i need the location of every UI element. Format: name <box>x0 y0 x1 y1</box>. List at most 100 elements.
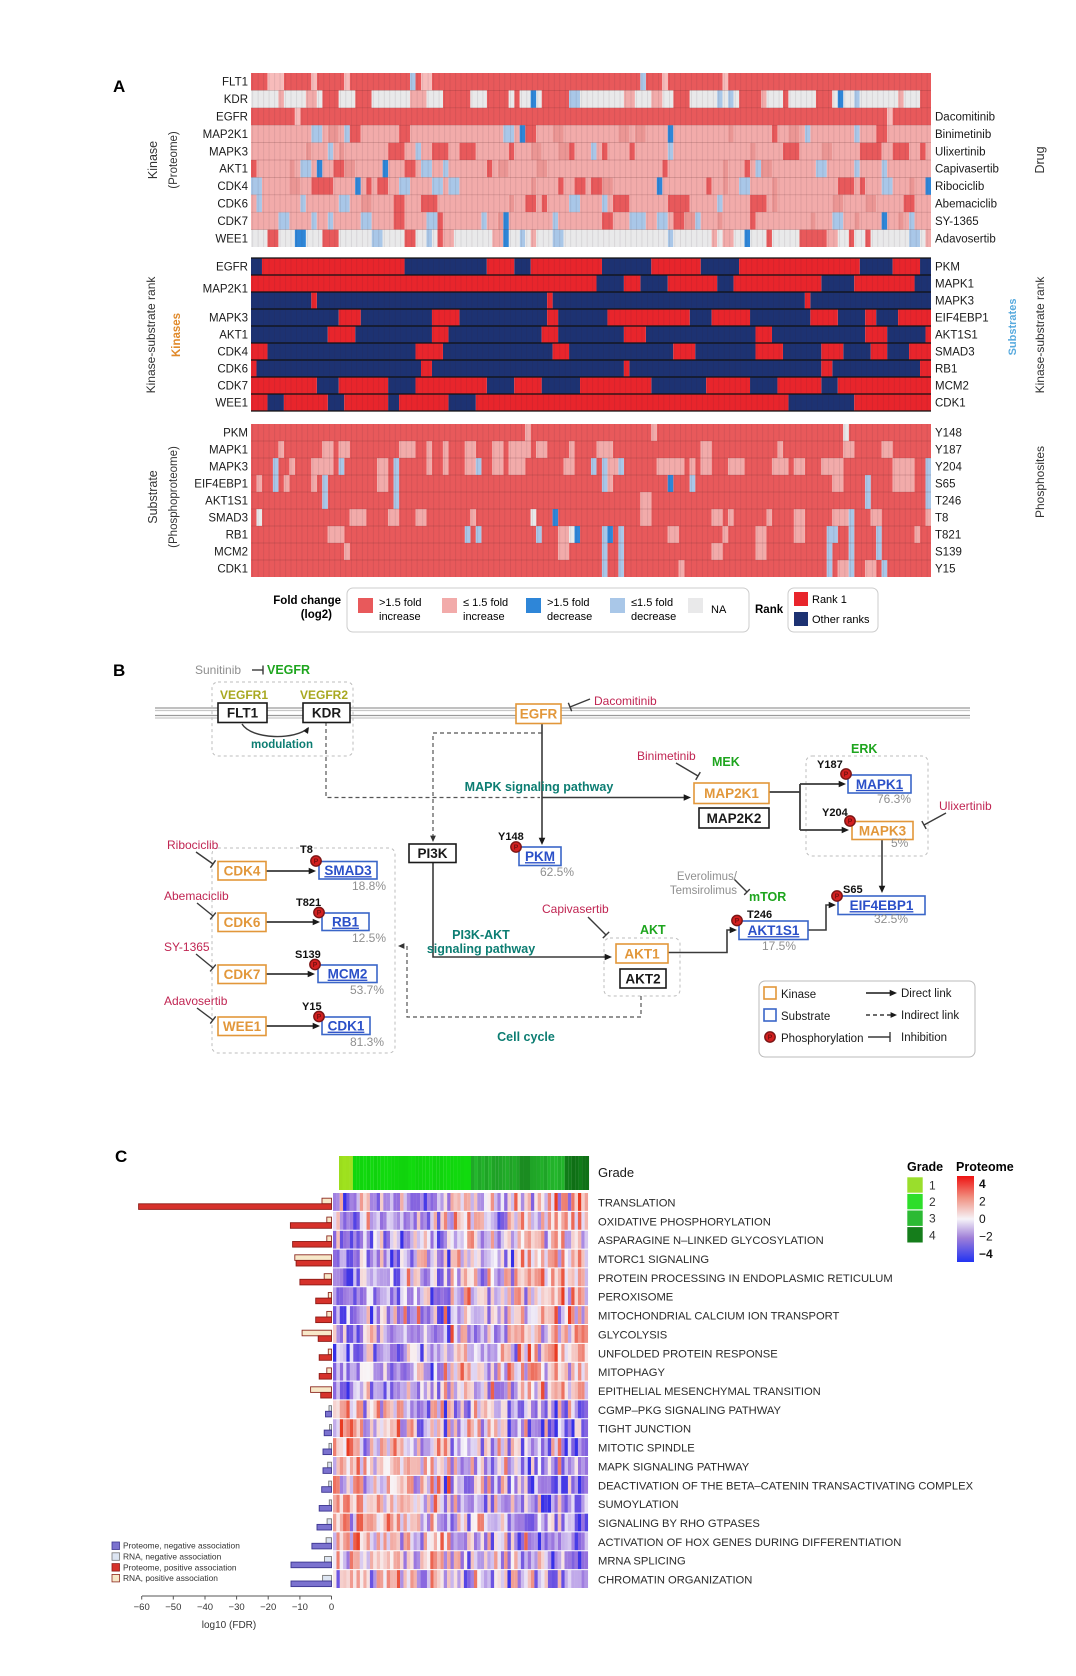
svg-text:ASPARAGINE N–LINKED GLYCOSYLAT: ASPARAGINE N–LINKED GLYCOSYLATION <box>598 1235 824 1247</box>
svg-text:(Proteome): (Proteome) <box>168 131 180 189</box>
svg-text:AKT1S1: AKT1S1 <box>935 330 978 342</box>
svg-text:Adavosertib: Adavosertib <box>164 994 228 1008</box>
svg-text:OXIDATIVE PHOSPHORYLATION: OXIDATIVE PHOSPHORYLATION <box>598 1216 771 1228</box>
svg-text:53.7%: 53.7% <box>350 983 384 997</box>
svg-text:SY-1365: SY-1365 <box>164 940 210 954</box>
svg-text:CDK7: CDK7 <box>217 216 248 228</box>
svg-text:DEACTIVATION OF THE BETA–CATEN: DEACTIVATION OF THE BETA–CATENIN TRANSAC… <box>598 1480 974 1492</box>
svg-text:Temsirolimus: Temsirolimus <box>670 885 737 897</box>
svg-text:CHROMATIN ORGANIZATION: CHROMATIN ORGANIZATION <box>598 1575 752 1587</box>
svg-text:Y148: Y148 <box>935 428 962 440</box>
svg-text:CDK1: CDK1 <box>935 398 966 410</box>
svg-text:CDK6: CDK6 <box>217 199 248 211</box>
svg-text:EIF4EBP1: EIF4EBP1 <box>194 479 248 491</box>
svg-text:SMAD3: SMAD3 <box>324 863 372 878</box>
svg-text:RB1: RB1 <box>226 530 248 542</box>
svg-text:Proteome, positive association: Proteome, positive association <box>123 1562 237 1572</box>
svg-text:MEK: MEK <box>712 755 740 769</box>
svg-text:SY-1365: SY-1365 <box>935 216 979 228</box>
svg-text:MAPK3: MAPK3 <box>209 313 248 325</box>
svg-text:T8: T8 <box>300 844 313 856</box>
svg-text:TRANSLATION: TRANSLATION <box>598 1197 676 1209</box>
svg-text:Kinase-substrate rank: Kinase-substrate rank <box>144 276 158 394</box>
svg-text:Y148: Y148 <box>498 831 524 843</box>
svg-text:Binimetinib: Binimetinib <box>637 749 696 763</box>
svg-text:Substrate: Substrate <box>781 1011 830 1023</box>
svg-text:Grade: Grade <box>907 1160 943 1174</box>
svg-text:1: 1 <box>929 1179 936 1193</box>
svg-text:Substrate: Substrate <box>146 470 160 524</box>
svg-text:S65: S65 <box>843 884 863 896</box>
svg-text:VEGFR2: VEGFR2 <box>300 688 348 702</box>
svg-text:EGFR: EGFR <box>216 112 248 124</box>
svg-text:−40: −40 <box>197 1602 213 1613</box>
svg-text:P: P <box>735 918 740 925</box>
svg-text:Dacomitinib: Dacomitinib <box>935 112 995 124</box>
svg-text:Kinase-substrate rank: Kinase-substrate rank <box>1033 276 1047 394</box>
svg-text:Dacomitinib: Dacomitinib <box>594 694 657 708</box>
svg-text:SIGNALING BY RHO GTPASES: SIGNALING BY RHO GTPASES <box>598 1518 760 1530</box>
svg-text:Direct link: Direct link <box>901 988 952 1000</box>
svg-text:≤ 1.5 fold: ≤ 1.5 fold <box>463 597 508 609</box>
svg-text:Y187: Y187 <box>817 759 843 771</box>
svg-text:Kinases: Kinases <box>171 313 183 357</box>
svg-text:Capivasertib: Capivasertib <box>542 902 609 916</box>
svg-text:Sunitinib: Sunitinib <box>195 663 241 677</box>
svg-text:S139: S139 <box>295 949 321 961</box>
svg-text:Grade: Grade <box>598 1165 634 1180</box>
svg-text:Ribociclib: Ribociclib <box>935 181 984 193</box>
svg-text:AKT1S1: AKT1S1 <box>748 923 800 938</box>
svg-text:P: P <box>835 894 840 901</box>
svg-text:AKT1S1: AKT1S1 <box>205 496 248 508</box>
svg-text:VEGFR: VEGFR <box>267 663 310 677</box>
svg-text:EIF4EBP1: EIF4EBP1 <box>850 898 914 913</box>
svg-text:P: P <box>317 1014 322 1021</box>
svg-text:AKT1: AKT1 <box>624 946 660 961</box>
svg-text:Fold change: Fold change <box>273 595 341 607</box>
svg-text:AKT1: AKT1 <box>219 330 248 342</box>
svg-text:SUMOYLATION: SUMOYLATION <box>598 1499 679 1511</box>
svg-text:Adavosertib: Adavosertib <box>935 233 996 245</box>
svg-text:decrease: decrease <box>547 611 592 623</box>
svg-text:>1.5 fold: >1.5 fold <box>379 597 422 609</box>
svg-text:Capivasertib: Capivasertib <box>935 164 999 176</box>
svg-text:T8: T8 <box>935 513 948 525</box>
svg-text:−4: −4 <box>979 1247 993 1261</box>
svg-text:MAPK3: MAPK3 <box>935 296 974 308</box>
svg-text:T246: T246 <box>747 909 772 921</box>
svg-text:KDR: KDR <box>312 706 341 721</box>
svg-text:≤1.5 fold: ≤1.5 fold <box>631 597 673 609</box>
svg-text:modulation: modulation <box>251 739 313 751</box>
svg-text:MCM2: MCM2 <box>214 547 248 559</box>
svg-text:T821: T821 <box>296 897 321 909</box>
svg-text:SMAD3: SMAD3 <box>935 347 975 359</box>
svg-text:MAP2K1: MAP2K1 <box>203 284 248 296</box>
svg-text:CDK1: CDK1 <box>328 1019 365 1034</box>
svg-text:12.5%: 12.5% <box>352 931 386 945</box>
svg-text:Phosphorylation: Phosphorylation <box>781 1033 863 1045</box>
svg-text:−50: −50 <box>165 1602 181 1613</box>
svg-text:MAPK1: MAPK1 <box>856 777 904 792</box>
svg-text:Abemaciclib: Abemaciclib <box>164 889 229 903</box>
svg-text:CDK7: CDK7 <box>217 381 248 393</box>
svg-text:P: P <box>844 772 849 779</box>
svg-text:Y204: Y204 <box>935 462 962 474</box>
svg-text:MRNA SPLICING: MRNA SPLICING <box>598 1556 686 1568</box>
svg-text:RNA, negative association: RNA, negative association <box>123 1552 222 1562</box>
svg-text:AKT1: AKT1 <box>219 164 248 176</box>
svg-text:KDR: KDR <box>224 94 248 106</box>
svg-text:P: P <box>317 910 322 917</box>
svg-text:Kinase: Kinase <box>781 989 816 1001</box>
svg-text:Proteome: Proteome <box>956 1160 1014 1174</box>
svg-text:FLT1: FLT1 <box>227 706 259 721</box>
svg-text:T246: T246 <box>935 496 961 508</box>
svg-text:4: 4 <box>979 1177 986 1191</box>
svg-text:Cell cycle: Cell cycle <box>497 1030 555 1044</box>
svg-text:MAPK1: MAPK1 <box>935 279 974 291</box>
svg-text:GLYCOLYSIS: GLYCOLYSIS <box>598 1329 667 1341</box>
svg-text:P: P <box>514 845 519 852</box>
svg-text:Everolimus/: Everolimus/ <box>677 871 738 883</box>
svg-text:Ulixertinib: Ulixertinib <box>935 146 986 158</box>
svg-text:A: A <box>113 77 125 96</box>
svg-text:0: 0 <box>329 1602 334 1613</box>
